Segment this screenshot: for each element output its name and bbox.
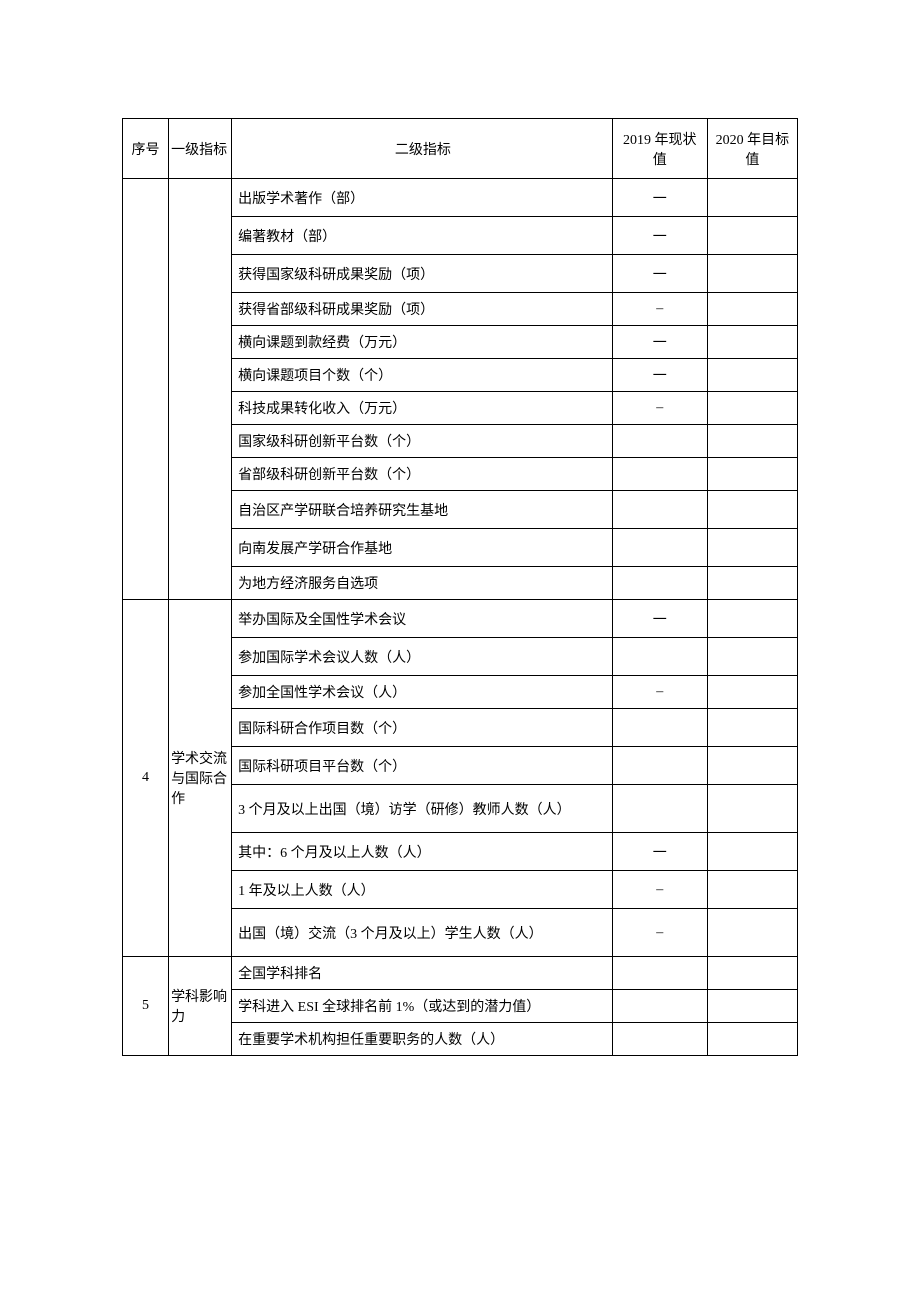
- category-cell: [169, 179, 232, 600]
- table-row: 4学术交流与国际合作举办国际及全国性学术会议一: [123, 600, 798, 638]
- indicator-cell: 出国（境）交流（3 个月及以上）学生人数（人）: [232, 909, 613, 957]
- value-2020-cell: [707, 491, 797, 529]
- indicator-cell: 编著教材（部）: [232, 217, 613, 255]
- category-cell: 学术交流与国际合作: [169, 600, 232, 957]
- indicator-table: 序号 一级指标 二级指标 2019 年现状值 2020 年目标值 出版学术著作（…: [122, 118, 798, 1056]
- indicator-cell: 国际科研合作项目数（个）: [232, 709, 613, 747]
- value-2020-cell: [707, 359, 797, 392]
- value-2020-cell: [707, 217, 797, 255]
- value-2019-cell: [612, 425, 707, 458]
- indicator-cell: 其中：6 个月及以上人数（人）: [232, 833, 613, 871]
- value-2019-cell: 一: [612, 359, 707, 392]
- value-2020-cell: [707, 676, 797, 709]
- indicator-cell: 自治区产学研联合培养研究生基地: [232, 491, 613, 529]
- value-2020-cell: [707, 567, 797, 600]
- table-row: 出版学术著作（部）一: [123, 179, 798, 217]
- header-2019: 2019 年现状值: [612, 119, 707, 179]
- indicator-cell: 1 年及以上人数（人）: [232, 871, 613, 909]
- indicator-cell: 国际科研项目平台数（个）: [232, 747, 613, 785]
- value-2020-cell: [707, 871, 797, 909]
- value-2019-cell: [612, 990, 707, 1023]
- value-2019-cell: [612, 638, 707, 676]
- indicator-cell: 国家级科研创新平台数（个）: [232, 425, 613, 458]
- value-2020-cell: [707, 600, 797, 638]
- header-level2: 二级指标: [232, 119, 613, 179]
- indicator-cell: 获得省部级科研成果奖励（项）: [232, 293, 613, 326]
- value-2019-cell: [612, 1023, 707, 1056]
- value-2020-cell: [707, 833, 797, 871]
- value-2019-cell: [612, 567, 707, 600]
- header-2020: 2020 年目标值: [707, 119, 797, 179]
- indicator-cell: 参加全国性学术会议（人）: [232, 676, 613, 709]
- value-2019-cell: [612, 529, 707, 567]
- table-row: 5学科影响力全国学科排名: [123, 957, 798, 990]
- value-2020-cell: [707, 326, 797, 359]
- indicator-cell: 学科进入 ESI 全球排名前 1%（或达到的潜力值）: [232, 990, 613, 1023]
- value-2020-cell: [707, 638, 797, 676]
- indicator-cell: 为地方经济服务自选项: [232, 567, 613, 600]
- value-2020-cell: [707, 458, 797, 491]
- value-2020-cell: [707, 1023, 797, 1056]
- value-2020-cell: [707, 293, 797, 326]
- value-2019-cell: –: [612, 293, 707, 326]
- value-2019-cell: 一: [612, 833, 707, 871]
- indicator-cell: 科技成果转化收入（万元）: [232, 392, 613, 425]
- category-cell: 学科影响力: [169, 957, 232, 1056]
- indicator-cell: 参加国际学术会议人数（人）: [232, 638, 613, 676]
- value-2020-cell: [707, 425, 797, 458]
- indicator-cell: 全国学科排名: [232, 957, 613, 990]
- value-2019-cell: [612, 747, 707, 785]
- value-2019-cell: 一: [612, 326, 707, 359]
- value-2019-cell: 一: [612, 217, 707, 255]
- indicator-cell: 3 个月及以上出国（境）访学（研修）教师人数（人）: [232, 785, 613, 833]
- indicator-cell: 出版学术著作（部）: [232, 179, 613, 217]
- value-2020-cell: [707, 529, 797, 567]
- value-2019-cell: –: [612, 871, 707, 909]
- indicator-cell: 横向课题到款经费（万元）: [232, 326, 613, 359]
- value-2020-cell: [707, 255, 797, 293]
- value-2020-cell: [707, 179, 797, 217]
- value-2020-cell: [707, 392, 797, 425]
- value-2019-cell: [612, 785, 707, 833]
- value-2019-cell: 一: [612, 179, 707, 217]
- seq-cell: [123, 179, 169, 600]
- value-2019-cell: –: [612, 676, 707, 709]
- value-2020-cell: [707, 957, 797, 990]
- header-level1: 一级指标: [169, 119, 232, 179]
- value-2019-cell: –: [612, 909, 707, 957]
- indicator-cell: 举办国际及全国性学术会议: [232, 600, 613, 638]
- value-2019-cell: 一: [612, 255, 707, 293]
- value-2020-cell: [707, 909, 797, 957]
- value-2020-cell: [707, 709, 797, 747]
- indicator-cell: 横向课题项目个数（个）: [232, 359, 613, 392]
- value-2020-cell: [707, 747, 797, 785]
- value-2019-cell: [612, 458, 707, 491]
- indicator-cell: 获得国家级科研成果奖励（项）: [232, 255, 613, 293]
- indicator-cell: 向南发展产学研合作基地: [232, 529, 613, 567]
- header-seq: 序号: [123, 119, 169, 179]
- indicator-cell: 省部级科研创新平台数（个）: [232, 458, 613, 491]
- seq-cell: 4: [123, 600, 169, 957]
- value-2019-cell: 一: [612, 600, 707, 638]
- indicator-cell: 在重要学术机构担任重要职务的人数（人）: [232, 1023, 613, 1056]
- value-2019-cell: [612, 957, 707, 990]
- value-2019-cell: –: [612, 392, 707, 425]
- table-header-row: 序号 一级指标 二级指标 2019 年现状值 2020 年目标值: [123, 119, 798, 179]
- value-2020-cell: [707, 990, 797, 1023]
- value-2019-cell: [612, 491, 707, 529]
- value-2019-cell: [612, 709, 707, 747]
- seq-cell: 5: [123, 957, 169, 1056]
- value-2020-cell: [707, 785, 797, 833]
